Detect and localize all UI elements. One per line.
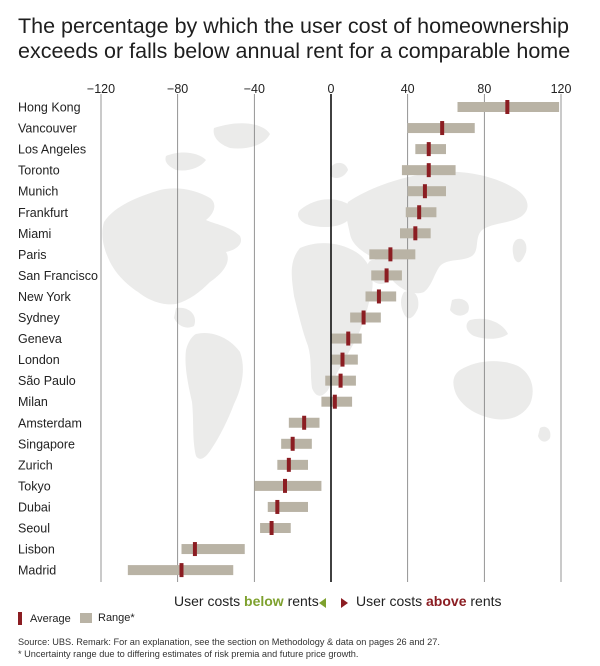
range-bar — [267, 501, 308, 512]
city-label: Paris — [18, 248, 46, 262]
below-suffix: rents — [283, 593, 319, 609]
legend-average-label: Average — [30, 612, 71, 625]
city-label: Frankfurt — [18, 206, 69, 220]
city-label: New York — [18, 290, 72, 304]
average-marker — [361, 310, 366, 325]
above-suffix: rents — [466, 593, 502, 609]
above-rents-label: User costs above rents — [356, 593, 502, 609]
average-marker — [302, 415, 307, 430]
average-marker — [290, 436, 295, 451]
city-label: São Paulo — [18, 374, 76, 388]
x-tick-label: 80 — [477, 82, 491, 96]
x-tick-label: 120 — [551, 82, 572, 96]
range-bar — [277, 459, 308, 470]
x-tick-label: 0 — [328, 82, 335, 96]
average-marker — [269, 521, 274, 535]
city-label: Geneva — [18, 332, 62, 346]
average-marker — [417, 205, 422, 220]
average-markers — [179, 100, 510, 578]
range-bar — [181, 544, 245, 555]
average-marker — [192, 542, 197, 557]
average-marker — [346, 331, 351, 346]
average-marker — [440, 121, 445, 136]
range-bar — [260, 523, 291, 533]
below-rents-label: User costs below rents — [174, 593, 319, 609]
average-marker — [505, 100, 510, 114]
city-label: Lisbon — [18, 543, 55, 557]
city-label: Tokyo — [18, 479, 51, 493]
average-marker — [179, 563, 184, 578]
average-swatch — [18, 612, 22, 625]
world-map-background — [102, 123, 551, 459]
x-tick-label: −40 — [244, 82, 265, 96]
left-arrow-icon — [319, 598, 326, 608]
city-label: San Francisco — [18, 269, 98, 283]
city-label: Seoul — [18, 522, 50, 536]
x-tick-label: −120 — [87, 82, 115, 96]
footnote-line: * Uncertainty range due to differing est… — [18, 649, 359, 659]
city-label: Sydney — [18, 311, 60, 325]
city-labels: Hong Kong Vancouver Los Angeles Toronto Muni… — [18, 101, 98, 578]
average-marker — [332, 394, 337, 409]
above-word: above — [426, 593, 467, 609]
range-swatch — [80, 613, 92, 623]
city-label: Madrid — [18, 564, 56, 578]
right-arrow-icon — [341, 598, 348, 608]
city-label: Milan — [18, 395, 48, 409]
average-marker — [422, 184, 427, 199]
city-label: Amsterdam — [18, 416, 82, 430]
x-axis-tick-labels: −120 −80 −40 0 40 80 120 — [87, 82, 572, 96]
average-marker — [338, 373, 343, 388]
legend-average: Average — [18, 612, 71, 625]
city-label: Dubai — [18, 500, 51, 514]
below-prefix: User costs — [174, 593, 245, 609]
average-marker — [388, 247, 393, 262]
x-tick-label: 40 — [401, 82, 415, 96]
average-marker — [384, 268, 389, 283]
source-notes: Source: UBS. Remark: For an explanation,… — [18, 636, 598, 660]
average-marker — [376, 289, 381, 304]
x-tick-label: −80 — [167, 82, 188, 96]
city-label: Zurich — [18, 458, 53, 472]
range-bar — [254, 480, 322, 491]
range-bar — [281, 438, 312, 449]
city-label: Singapore — [18, 437, 75, 451]
average-marker — [275, 499, 280, 514]
city-label: Toronto — [18, 164, 60, 178]
chart-title: The percentage by which the user cost of… — [18, 14, 571, 63]
legend-range: Range* — [80, 612, 135, 624]
city-label: Munich — [18, 185, 58, 199]
city-label: Los Angeles — [18, 143, 86, 157]
city-label: London — [18, 353, 60, 367]
city-label: Hong Kong — [18, 101, 81, 115]
average-marker — [426, 142, 431, 157]
average-marker — [286, 457, 291, 472]
city-label: Vancouver — [18, 122, 77, 136]
average-marker — [426, 163, 431, 178]
above-prefix: User costs — [356, 593, 427, 609]
average-marker — [340, 352, 345, 367]
average-marker — [283, 478, 287, 493]
average-marker — [413, 226, 418, 241]
below-word: below — [244, 593, 284, 609]
source-line: Source: UBS. Remark: For an explanation,… — [18, 637, 440, 647]
gridlines — [100, 94, 562, 582]
city-label: Miami — [18, 227, 51, 241]
legend-range-label: Range* — [98, 612, 135, 624]
